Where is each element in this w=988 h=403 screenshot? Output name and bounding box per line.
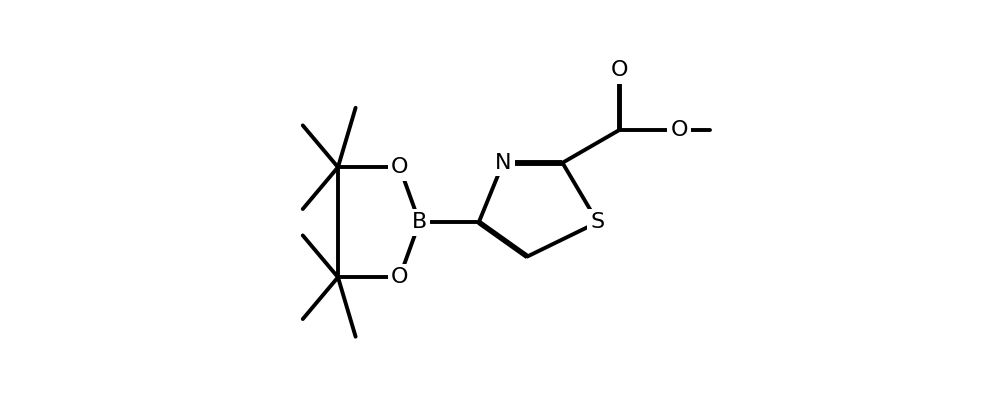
Text: B: B xyxy=(412,212,427,232)
Text: O: O xyxy=(671,120,688,140)
Text: S: S xyxy=(591,212,605,232)
Text: N: N xyxy=(495,153,512,173)
Text: O: O xyxy=(391,157,408,177)
Text: O: O xyxy=(391,267,408,287)
Text: O: O xyxy=(611,60,628,80)
